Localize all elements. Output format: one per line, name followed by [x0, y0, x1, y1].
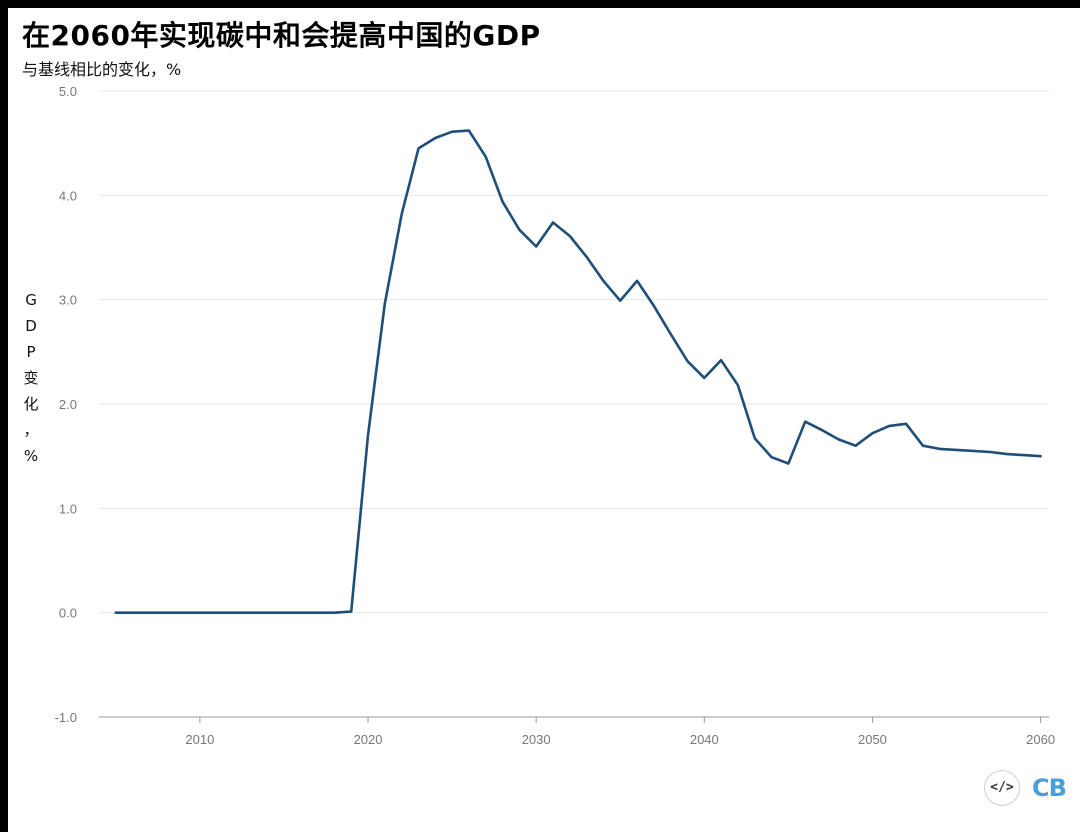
carbon-brief-logo: </> CB — [984, 770, 1067, 810]
y-tick-label: 0.0 — [59, 606, 77, 621]
x-tick-label: 2020 — [354, 732, 383, 747]
x-tick-label: 2060 — [1026, 732, 1055, 747]
y-axis-label-char: D — [25, 317, 37, 335]
x-tick-label: 2030 — [522, 732, 551, 747]
x-tick-label: 2040 — [690, 732, 719, 747]
chart-title: 在2060年实现碳中和会提高中国的GDP — [22, 19, 541, 52]
y-tick-label: 2.0 — [59, 397, 77, 412]
logo-text: CB — [1032, 774, 1067, 802]
y-axis-label-char: ， — [23, 421, 39, 439]
y-axis-label-char: 变 — [23, 369, 39, 387]
y-axis-label-char: 化 — [23, 395, 39, 413]
y-axis-label-char: % — [23, 447, 39, 465]
x-tick-label: 2050 — [858, 732, 887, 747]
code-icon: </> — [984, 770, 1020, 806]
chart-subtitle: 与基线相比的变化，% — [22, 60, 182, 79]
y-tick-label: 5.0 — [59, 84, 77, 99]
y-axis-label-char: P — [26, 343, 36, 361]
y-tick-label: 4.0 — [59, 188, 77, 203]
y-tick-label: 3.0 — [59, 293, 77, 308]
y-tick-label: 1.0 — [59, 501, 77, 516]
y-axis-label: G D P 变 化 ， % — [14, 287, 48, 469]
gdp-change-line — [114, 129, 1042, 615]
y-axis-label-char: G — [25, 291, 37, 309]
x-tick-label: 2010 — [185, 732, 214, 747]
chart-canvas — [8, 8, 1080, 832]
y-tick-label: -1.0 — [55, 710, 77, 725]
